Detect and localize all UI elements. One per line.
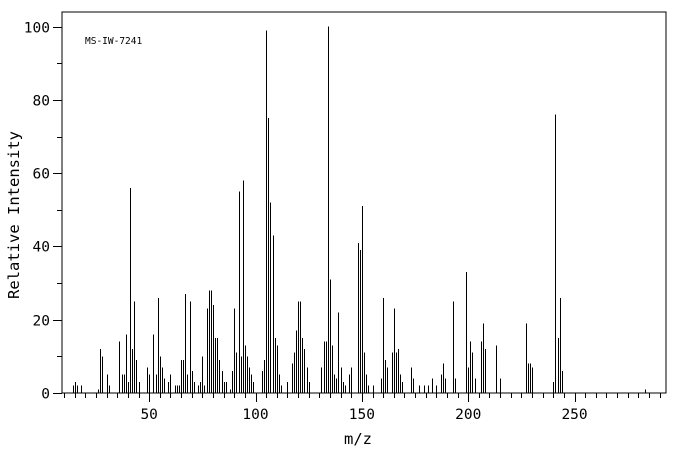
x-tick-label: 100 [242,407,268,423]
y-tick-label: 80 [33,94,50,110]
y-axis-tick-labels: 0 20 40 60 80 100 [24,21,50,403]
y-tick-label: 40 [33,240,50,256]
spectrum-peaks [73,26,646,393]
y-tick-label: 0 [41,387,50,403]
x-axis-ticks [64,393,661,402]
x-tick-label: 150 [349,407,375,423]
y-tick-label: 60 [33,167,50,183]
y-axis-ticks [53,27,62,394]
x-tick-label: 250 [561,407,587,423]
y-tick-label: 20 [33,314,50,330]
x-tick-label: 50 [140,407,157,423]
spectrum-id-annotation: MS-IW-7241 [85,36,142,47]
y-tick-label: 100 [24,21,50,37]
x-axis-tick-labels: 50 100 150 200 250 [140,407,587,423]
x-tick-label: 200 [455,407,481,423]
x-axis-title: m/z [344,430,372,448]
y-axis-title: Relative Intensity [5,131,23,299]
plot-frame [61,11,667,394]
